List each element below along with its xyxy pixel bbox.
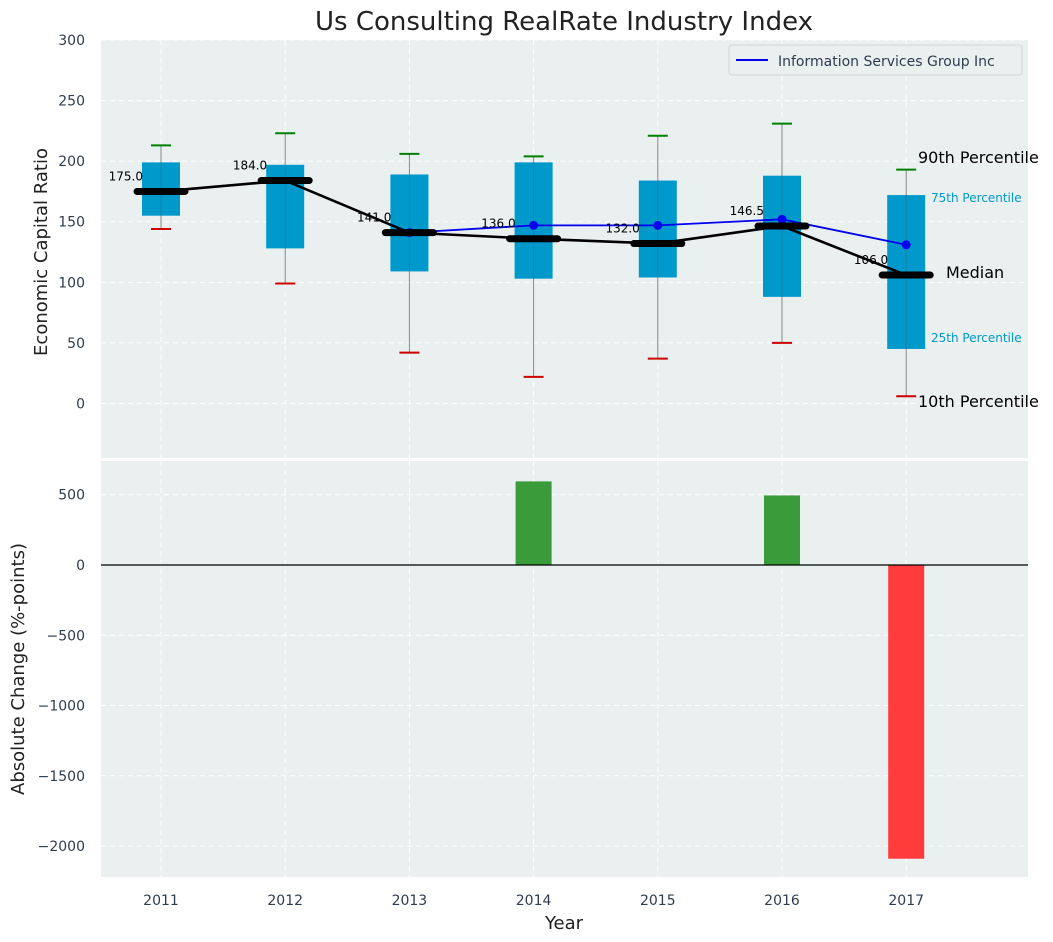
x-axis-label: Year	[544, 913, 584, 934]
bottom-y-tick-label: −1000	[38, 699, 85, 715]
change-bars	[101, 481, 1028, 859]
x-tick-label: 2015	[640, 893, 676, 909]
bottom-y-tick-label: −500	[47, 628, 85, 644]
bottom-y-axis-label: Absolute Change (%-points)	[8, 543, 29, 795]
median-value-label: 184.0	[233, 159, 267, 173]
top-y-tick-label: 200	[58, 154, 85, 170]
bottom-panel-background	[101, 461, 1028, 877]
positive-change-bar	[764, 495, 800, 565]
top-y-tick-label: 50	[67, 336, 85, 352]
top-panel-background	[101, 40, 1028, 458]
bottom-y-tick-labels: 500 0 −500 −1000 −1500 −2000	[38, 488, 85, 855]
annotation-median: Median	[946, 263, 1004, 282]
median-value-label: 141.0	[357, 211, 391, 225]
top-y-axis-label: Economic Capital Ratio	[31, 148, 52, 356]
top-y-tick-label: 150	[58, 215, 85, 231]
x-tick-label: 2012	[267, 893, 303, 909]
company-series-point	[901, 240, 911, 250]
series-lines	[133, 177, 934, 279]
company-series-point	[653, 220, 663, 230]
bottom-y-tick-label: −2000	[38, 839, 85, 855]
legend-label: Information Services Group Inc	[778, 54, 995, 70]
top-y-tick-label: 250	[58, 94, 85, 110]
chart-title: Us Consulting RealRate Industry Index	[315, 7, 813, 37]
median-value-label: 175.0	[109, 169, 143, 183]
top-y-tick-label: 100	[58, 275, 85, 291]
x-tick-label: 2014	[516, 893, 552, 909]
median-value-labels: 175.0 184.0 141.0 136.0 132.0 146.5 106.0	[109, 159, 889, 268]
negative-change-bar	[888, 565, 925, 859]
x-tick-label: 2011	[143, 893, 179, 909]
median-value-label: 106.0	[854, 253, 888, 267]
annotation-p10: 10th Percentile	[918, 392, 1039, 411]
annotation-p25: 25th Percentile	[931, 331, 1022, 345]
x-tick-label: 2016	[764, 893, 800, 909]
x-tick-labels: 2011 2012 2013 2014 2015 2016 2017	[143, 893, 924, 909]
median-value-label: 132.0	[605, 222, 639, 236]
positive-change-bar	[515, 481, 552, 565]
top-y-tick-label: 300	[58, 33, 85, 49]
x-tick-label: 2017	[888, 893, 924, 909]
company-series-point	[777, 214, 787, 224]
bottom-y-tick-label: 500	[58, 488, 85, 504]
company-series-point	[529, 220, 539, 230]
legend: Information Services Group Inc	[728, 44, 1023, 76]
median-value-label: 136.0	[481, 217, 515, 231]
top-y-tick-label: 0	[76, 396, 85, 412]
legend-box	[728, 44, 1023, 76]
bottom-y-tick-label: 0	[76, 558, 85, 574]
bottom-y-tick-label: −1500	[38, 769, 85, 785]
bottom-panel: 500 0 −500 −1000 −1500 −2000 2011 2012 2013 2014…	[8, 461, 1028, 934]
x-tick-label: 2013	[392, 893, 428, 909]
median-value-label: 146.5	[730, 204, 764, 218]
top-y-tick-labels: 0 50 100 150 200 250 300	[58, 33, 85, 412]
annotation-p90: 90th Percentile	[918, 148, 1039, 167]
percentile-annotations: 90th Percentile 75th Percentile Median 2…	[918, 148, 1039, 411]
annotation-p75: 75th Percentile	[931, 191, 1022, 205]
